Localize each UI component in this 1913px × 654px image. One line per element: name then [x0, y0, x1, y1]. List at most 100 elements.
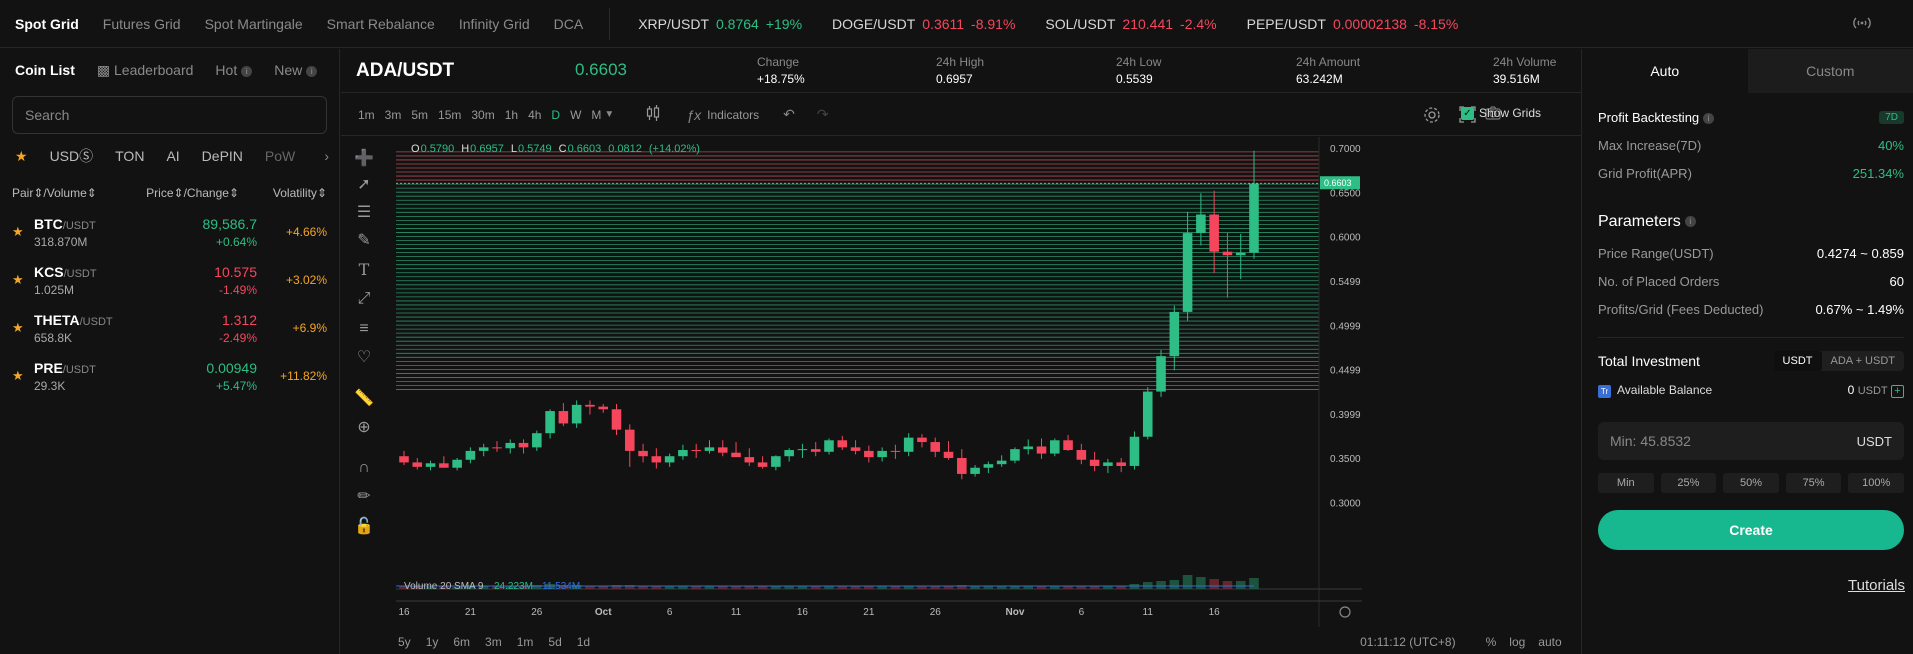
- tutorials-link[interactable]: Tutorials: [1848, 577, 1905, 594]
- range-5d[interactable]: 5d: [548, 635, 562, 649]
- timeframe-30m[interactable]: 30m: [471, 107, 495, 122]
- chevron-down-icon[interactable]: ▼: [604, 109, 615, 120]
- investment-input[interactable]: Min: 45.8532 USDT: [1598, 422, 1904, 460]
- log-scale-toggle[interactable]: log: [1509, 635, 1526, 649]
- pct-25-button[interactable]: 25%: [1660, 473, 1717, 493]
- tab-coin-list[interactable]: Coin List: [15, 62, 75, 78]
- pattern-icon[interactable]: ⤢: [357, 290, 371, 307]
- signal-icon[interactable]: [1851, 14, 1873, 32]
- crosshair-icon[interactable]: ➕: [354, 150, 374, 167]
- category-ton[interactable]: TON: [115, 148, 145, 164]
- pct-min-button[interactable]: Min: [1598, 473, 1654, 493]
- tab-new[interactable]: New i: [274, 62, 318, 78]
- tab-leaderboard[interactable]: ▩ Leaderboard: [97, 62, 194, 79]
- favorites-star-icon[interactable]: ★: [15, 147, 28, 164]
- auto-scale-toggle[interactable]: auto: [1538, 635, 1562, 649]
- range-1d[interactable]: 1d: [576, 635, 591, 649]
- timeframe-1h[interactable]: 1h: [504, 107, 519, 122]
- tab-infinity-grid[interactable]: Infinity Grid: [458, 15, 530, 32]
- pct-50-button[interactable]: 50%: [1723, 473, 1779, 493]
- category-pow[interactable]: PoW: [264, 148, 296, 164]
- favorite-star-icon[interactable]: ★: [12, 224, 24, 239]
- volume-bar: [877, 586, 887, 589]
- timeframe-3m[interactable]: 3m: [384, 107, 402, 122]
- sort-pair-volume[interactable]: Pair⇕/Volume⇕: [12, 186, 97, 200]
- unlock-icon[interactable]: 🔓: [354, 518, 374, 535]
- tab-auto[interactable]: Auto: [1582, 49, 1748, 93]
- timeframe-m[interactable]: M: [591, 107, 602, 122]
- ticker-doge[interactable]: DOGE/USDT 0.3611 -8.91%: [832, 16, 1015, 32]
- chevron-right-icon[interactable]: ›: [324, 148, 329, 164]
- table-row[interactable]: ★ THETA/USDT 658.8K 1.312 -2.49% +6.9%: [0, 304, 339, 352]
- timeframe-4h[interactable]: 4h: [528, 107, 542, 122]
- brush-icon[interactable]: ✎: [357, 232, 371, 249]
- timeframe-w[interactable]: W: [570, 107, 582, 122]
- range-6m[interactable]: 6m: [453, 635, 471, 649]
- favorite-star-icon[interactable]: ★: [12, 368, 24, 383]
- pct-75-button[interactable]: 75%: [1785, 473, 1842, 493]
- range-1m[interactable]: 1m: [516, 635, 534, 649]
- table-row[interactable]: ★ PRE/USDT 29.3K 0.00949 +5.47% +11.82%: [0, 352, 339, 400]
- ticker-xrp[interactable]: XRP/USDT 0.8764 +19%: [638, 16, 802, 32]
- coin-volume: 658.8K: [34, 330, 73, 345]
- pair-title[interactable]: ADA/USDT: [356, 60, 455, 81]
- tab-dca[interactable]: DCA: [553, 15, 584, 32]
- category-usd[interactable]: USDⓈ: [49, 148, 94, 164]
- undo-icon[interactable]: ↶: [783, 106, 795, 122]
- add-funds-icon[interactable]: +: [1891, 384, 1904, 398]
- favorite-star-icon[interactable]: ★: [12, 320, 24, 335]
- trendline-icon[interactable]: ➚: [357, 176, 371, 193]
- range-3m[interactable]: 3m: [485, 635, 502, 649]
- timeframe-d[interactable]: D: [551, 107, 561, 122]
- redo-icon[interactable]: ↷: [816, 106, 829, 122]
- camera-icon[interactable]: [1485, 106, 1501, 124]
- horizontal-lines-icon[interactable]: ☰: [356, 204, 372, 221]
- tab-futures-grid[interactable]: Futures Grid: [102, 15, 181, 32]
- pencil-lock-icon[interactable]: ✏: [357, 488, 371, 505]
- sort-price-change[interactable]: Price⇕/Change⇕: [146, 186, 239, 200]
- option-ada-usdt[interactable]: ADA + USDT: [1830, 355, 1896, 367]
- tab-custom[interactable]: Custom: [1747, 49, 1913, 93]
- range-1y[interactable]: 1y: [425, 635, 439, 649]
- search-input[interactable]: Search: [12, 96, 327, 134]
- period-badge[interactable]: 7D: [1879, 110, 1904, 124]
- ticker-sol[interactable]: SOL/USDT 210.441 -2.4%: [1045, 16, 1216, 32]
- settings-gear-icon[interactable]: [1423, 106, 1441, 128]
- ticker-pepe[interactable]: PEPE/USDT 0.00002138 -8.15%: [1247, 16, 1459, 32]
- candle: [1076, 450, 1087, 460]
- fibonacci-icon[interactable]: ≡: [359, 320, 369, 337]
- category-ai[interactable]: AI: [166, 148, 180, 164]
- create-button[interactable]: Create: [1598, 510, 1904, 550]
- chart-svg[interactable]: 0.7000 0.6500 0.6000 0.5499 0.4999 0.4499 0.39…: [396, 137, 1581, 627]
- table-row[interactable]: ★ BTC/USDT 318.870M 89,586.7 +0.64% +4.66%: [0, 208, 339, 256]
- pct-100-button[interactable]: 100%: [1848, 473, 1904, 493]
- ruler-icon[interactable]: 📏: [354, 390, 374, 407]
- tab-spot-martingale[interactable]: Spot Martingale: [204, 15, 303, 32]
- heart-icon[interactable]: ♡: [356, 349, 372, 366]
- table-row[interactable]: ★ KCS/USDT 1.025M 10.575 -1.49% +3.02%: [0, 256, 339, 304]
- indicators-button[interactable]: ƒx Indicators: [686, 107, 759, 123]
- category-depin[interactable]: DePIN: [201, 148, 243, 164]
- tab-smart-rebalance[interactable]: Smart Rebalance: [326, 15, 435, 32]
- candlestick-type-icon[interactable]: [646, 105, 660, 124]
- timeframe-15m[interactable]: 15m: [438, 107, 462, 122]
- text-tool-icon[interactable]: T: [358, 260, 370, 279]
- candlestick-chart[interactable]: 0.7000 0.6500 0.6000 0.5499 0.4999 0.4499 0.39…: [396, 137, 1581, 654]
- function-icon: ƒx: [686, 106, 702, 123]
- option-usdt[interactable]: USDT: [1773, 351, 1822, 371]
- sort-volatility[interactable]: Volatility⇕: [272, 186, 327, 200]
- zoom-in-icon[interactable]: ⊕: [357, 419, 371, 436]
- favorite-star-icon[interactable]: ★: [12, 272, 24, 287]
- tab-spot-grid[interactable]: Spot Grid: [15, 15, 79, 32]
- show-grids-toggle[interactable]: ✓ Show Grids: [1460, 106, 1541, 120]
- tab-hot[interactable]: Hot i: [215, 62, 253, 78]
- transfer-icon[interactable]: Tr: [1598, 384, 1611, 398]
- timeframe-5m[interactable]: 5m: [411, 107, 429, 122]
- percent-scale-toggle[interactable]: %: [1485, 635, 1497, 649]
- mode-tabs: Auto Custom: [1582, 49, 1913, 93]
- range-5y[interactable]: 5y: [398, 635, 411, 649]
- timeframe-1m[interactable]: 1m: [358, 107, 375, 122]
- fullscreen-icon[interactable]: [1459, 106, 1476, 127]
- magnet-icon[interactable]: ∩: [358, 459, 370, 476]
- candle: [1023, 446, 1033, 450]
